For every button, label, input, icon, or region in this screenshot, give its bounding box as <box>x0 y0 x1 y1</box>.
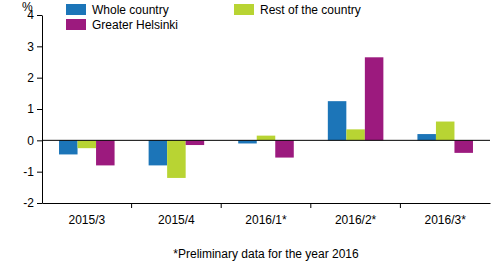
x-tick-label: 2016/2* <box>335 213 377 227</box>
zero-line <box>42 140 490 141</box>
bar <box>96 140 115 165</box>
category-separator <box>131 203 132 208</box>
bar <box>365 57 384 140</box>
legend-item: Greater Helsinki <box>66 18 178 32</box>
legend: Whole country Rest of the country Greater … <box>66 3 361 32</box>
legend-item: Rest of the country <box>234 3 361 17</box>
legend-swatch <box>66 19 86 30</box>
y-axis-title: % <box>22 0 33 14</box>
chart: -2-1012342015/32015/42016/1*2016/2*2016/… <box>0 0 494 265</box>
x-tick: 2015/3 <box>68 213 105 227</box>
x-tick-label: 2015/3 <box>68 213 105 227</box>
bar <box>186 140 205 145</box>
x-tick: 2016/2* <box>335 213 377 227</box>
plot: -2-1012342015/32015/42016/1*2016/2*2016/… <box>23 8 490 226</box>
y-tick: 3 <box>27 40 42 54</box>
bar <box>149 140 168 165</box>
legend-swatch <box>66 4 86 15</box>
x-axis: 2015/3 2015/4 2016/1* 2016/2* 2016/3* <box>43 203 491 227</box>
y-tick: -2 <box>23 196 42 210</box>
legend-swatch <box>234 4 254 15</box>
bars <box>59 57 473 178</box>
y-tick-mark <box>37 172 42 173</box>
y-tick-mark <box>37 203 42 204</box>
x-tick: 2016/1* <box>245 213 287 227</box>
bar <box>346 129 365 140</box>
legend-label: Greater Helsinki <box>92 18 178 32</box>
y-tick: 0 <box>27 134 42 148</box>
y-axis: -2-101234 <box>23 8 42 210</box>
x-tick-label: 2016/3* <box>425 213 467 227</box>
footnote: *Preliminary data for the year 2016 <box>173 247 359 261</box>
y-tick: 1 <box>27 102 42 116</box>
y-tick-label: -1 <box>23 165 34 179</box>
x-tick: 2015/4 <box>158 213 195 227</box>
y-tick-mark <box>37 78 42 79</box>
x-tick-label: 2015/4 <box>158 213 195 227</box>
legend-label: Rest of the country <box>260 3 361 17</box>
bar <box>275 140 294 157</box>
y-tick-label: 0 <box>27 134 34 148</box>
category-separator <box>310 203 311 208</box>
x-tick-label: 2016/1* <box>245 213 287 227</box>
x-tick: 2016/3* <box>425 213 467 227</box>
y-tick: -1 <box>23 165 42 179</box>
y-tick-label: 1 <box>27 102 34 116</box>
y-tick-label: 2 <box>27 71 34 85</box>
y-tick-label: 3 <box>27 40 34 54</box>
bar <box>59 140 78 154</box>
series <box>78 122 455 178</box>
bar <box>257 136 276 141</box>
x-axis-line <box>43 203 491 204</box>
bar <box>454 140 473 153</box>
y-tick-label: -2 <box>23 196 34 210</box>
y-axis-line <box>42 16 43 204</box>
category-separator <box>221 203 222 208</box>
bar <box>78 140 97 148</box>
legend-label: Whole country <box>92 3 169 17</box>
legend-item: Whole country <box>66 3 169 17</box>
y-tick-mark <box>37 140 42 141</box>
y-tick-mark <box>37 46 42 47</box>
bar <box>417 134 436 140</box>
series <box>96 57 473 165</box>
category-separator <box>400 203 401 208</box>
bar <box>167 140 186 178</box>
y-tick-mark <box>37 15 42 16</box>
y-tick: 2 <box>27 71 42 85</box>
bar <box>328 101 347 140</box>
y-tick-mark <box>37 109 42 110</box>
bar <box>436 122 455 141</box>
